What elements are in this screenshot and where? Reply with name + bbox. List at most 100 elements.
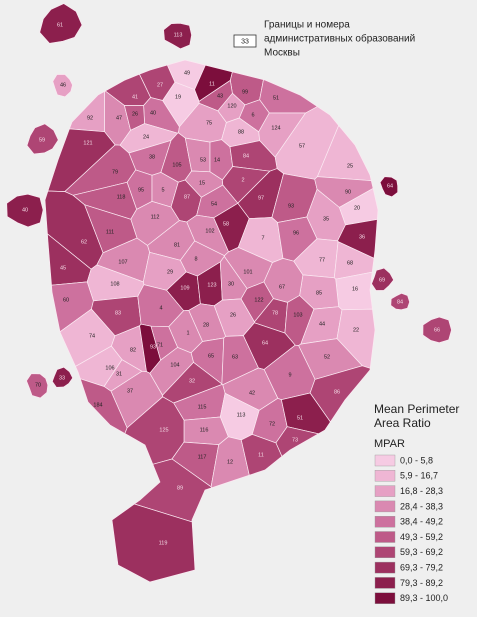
district-label: 26 xyxy=(230,312,236,318)
district-layer xyxy=(6,3,452,583)
district-label: 15 xyxy=(199,180,205,186)
district-label: 59 xyxy=(39,137,45,143)
district-label: 4 xyxy=(159,305,162,311)
district-label: 40 xyxy=(150,110,156,116)
district-label: 86 xyxy=(334,389,340,395)
district-label: 63 xyxy=(232,354,238,360)
district-label: 43 xyxy=(217,93,223,99)
district-label: 51 xyxy=(273,95,279,101)
district-label: 103 xyxy=(293,312,302,318)
district-label: 33 xyxy=(59,375,65,381)
district xyxy=(210,436,250,489)
district-label: 95 xyxy=(138,187,144,193)
district xyxy=(379,176,399,198)
district-label: 101 xyxy=(243,269,252,275)
district-label: 19 xyxy=(175,94,181,100)
district-label: 14 xyxy=(214,157,220,163)
district xyxy=(26,373,49,399)
legend-swatch xyxy=(374,531,396,543)
district-label: 36 xyxy=(359,234,365,240)
district-label: 78 xyxy=(272,310,278,316)
legend-swatch xyxy=(374,516,396,528)
district-label: 79 xyxy=(112,169,118,175)
district-label: 51 xyxy=(297,415,303,421)
district-label: 29 xyxy=(167,269,173,275)
district-label: 84 xyxy=(243,153,249,159)
legend-label: 59,3 - 69,2 xyxy=(400,547,443,557)
district-label: 35 xyxy=(323,216,329,222)
district xyxy=(39,3,83,44)
district-label: 68 xyxy=(347,260,353,266)
legend-label: 79,3 - 89,2 xyxy=(400,578,443,588)
legend-subtitle: MPAR xyxy=(374,438,405,450)
district-label: 77 xyxy=(319,257,325,263)
legend-swatch xyxy=(374,546,396,558)
district-label: 27 xyxy=(157,82,163,88)
district-label: 118 xyxy=(117,194,126,200)
district-label: 26 xyxy=(132,111,138,117)
district-label: 6 xyxy=(251,112,254,118)
district-label: 46 xyxy=(60,82,66,88)
district-label: 184 xyxy=(93,402,102,408)
district-label: 122 xyxy=(254,297,263,303)
district-label: 96 xyxy=(293,230,299,236)
legend-swatch xyxy=(374,500,396,513)
district-label: 66 xyxy=(434,327,440,333)
district-label: 11 xyxy=(209,81,215,87)
district-label: 87 xyxy=(184,194,190,200)
district-label: 32 xyxy=(189,378,195,384)
legend-label: 69,3 - 79,2 xyxy=(400,562,443,572)
district-label: 2 xyxy=(241,177,244,183)
district-label: 12 xyxy=(227,459,233,465)
district xyxy=(52,74,73,98)
district-label: 20 xyxy=(354,205,360,211)
district-label: 37 xyxy=(127,388,133,394)
district-label: 52 xyxy=(324,354,330,360)
district-label: 105 xyxy=(172,162,181,168)
district-label: 113 xyxy=(237,412,246,418)
district-label: 123 xyxy=(207,282,216,288)
district xyxy=(316,124,372,182)
district-label: 84 xyxy=(397,299,403,305)
legend-label: 38,4 - 49,2 xyxy=(400,517,443,527)
district-label: 88 xyxy=(238,129,244,135)
legend-label: 0,0 - 5,8 xyxy=(400,455,433,465)
district-label: 28 xyxy=(203,322,209,328)
district-label: 47 xyxy=(116,115,122,121)
district-label: 22 xyxy=(353,327,359,333)
district-label: 31 xyxy=(116,371,122,377)
district-label: 57 xyxy=(299,143,305,149)
district xyxy=(133,458,213,523)
header-line: Границы и номера xyxy=(264,20,350,31)
district-label: 53 xyxy=(200,157,206,163)
legend: 0,0 - 5,8 5,9 - 16,7 16,8 - 28,3 28,4 - 38,… xyxy=(374,454,448,604)
legend-label: 16,8 - 28,3 xyxy=(400,486,443,496)
sample-number: 33 xyxy=(241,38,249,45)
legend-swatch xyxy=(374,454,396,467)
district-label: 40 xyxy=(22,207,28,213)
district-label: 25 xyxy=(347,163,353,169)
legend-swatch xyxy=(374,470,396,482)
district xyxy=(422,316,452,344)
district-label: 73 xyxy=(292,437,298,443)
legend-swatch xyxy=(374,485,396,497)
district-label: 81 xyxy=(174,242,180,248)
district-label: 93 xyxy=(150,344,156,350)
district-label: 82 xyxy=(130,347,136,353)
district-label: 109 xyxy=(180,285,189,291)
legend-title: Area Ratio xyxy=(374,416,431,430)
district xyxy=(51,366,74,388)
district-label: 75 xyxy=(206,120,212,126)
legend-swatch xyxy=(374,592,396,604)
district-label: 58 xyxy=(223,221,229,227)
district-label: 70 xyxy=(35,382,41,388)
legend-label: 49,3 - 59,2 xyxy=(400,532,443,542)
district-label: 38 xyxy=(149,154,155,160)
header-line: Москвы xyxy=(264,48,300,59)
district xyxy=(26,123,59,155)
district-label: 64 xyxy=(387,183,393,189)
legend-swatch xyxy=(374,561,396,574)
district-label: 65 xyxy=(208,353,214,359)
district-label: 69 xyxy=(379,277,385,283)
